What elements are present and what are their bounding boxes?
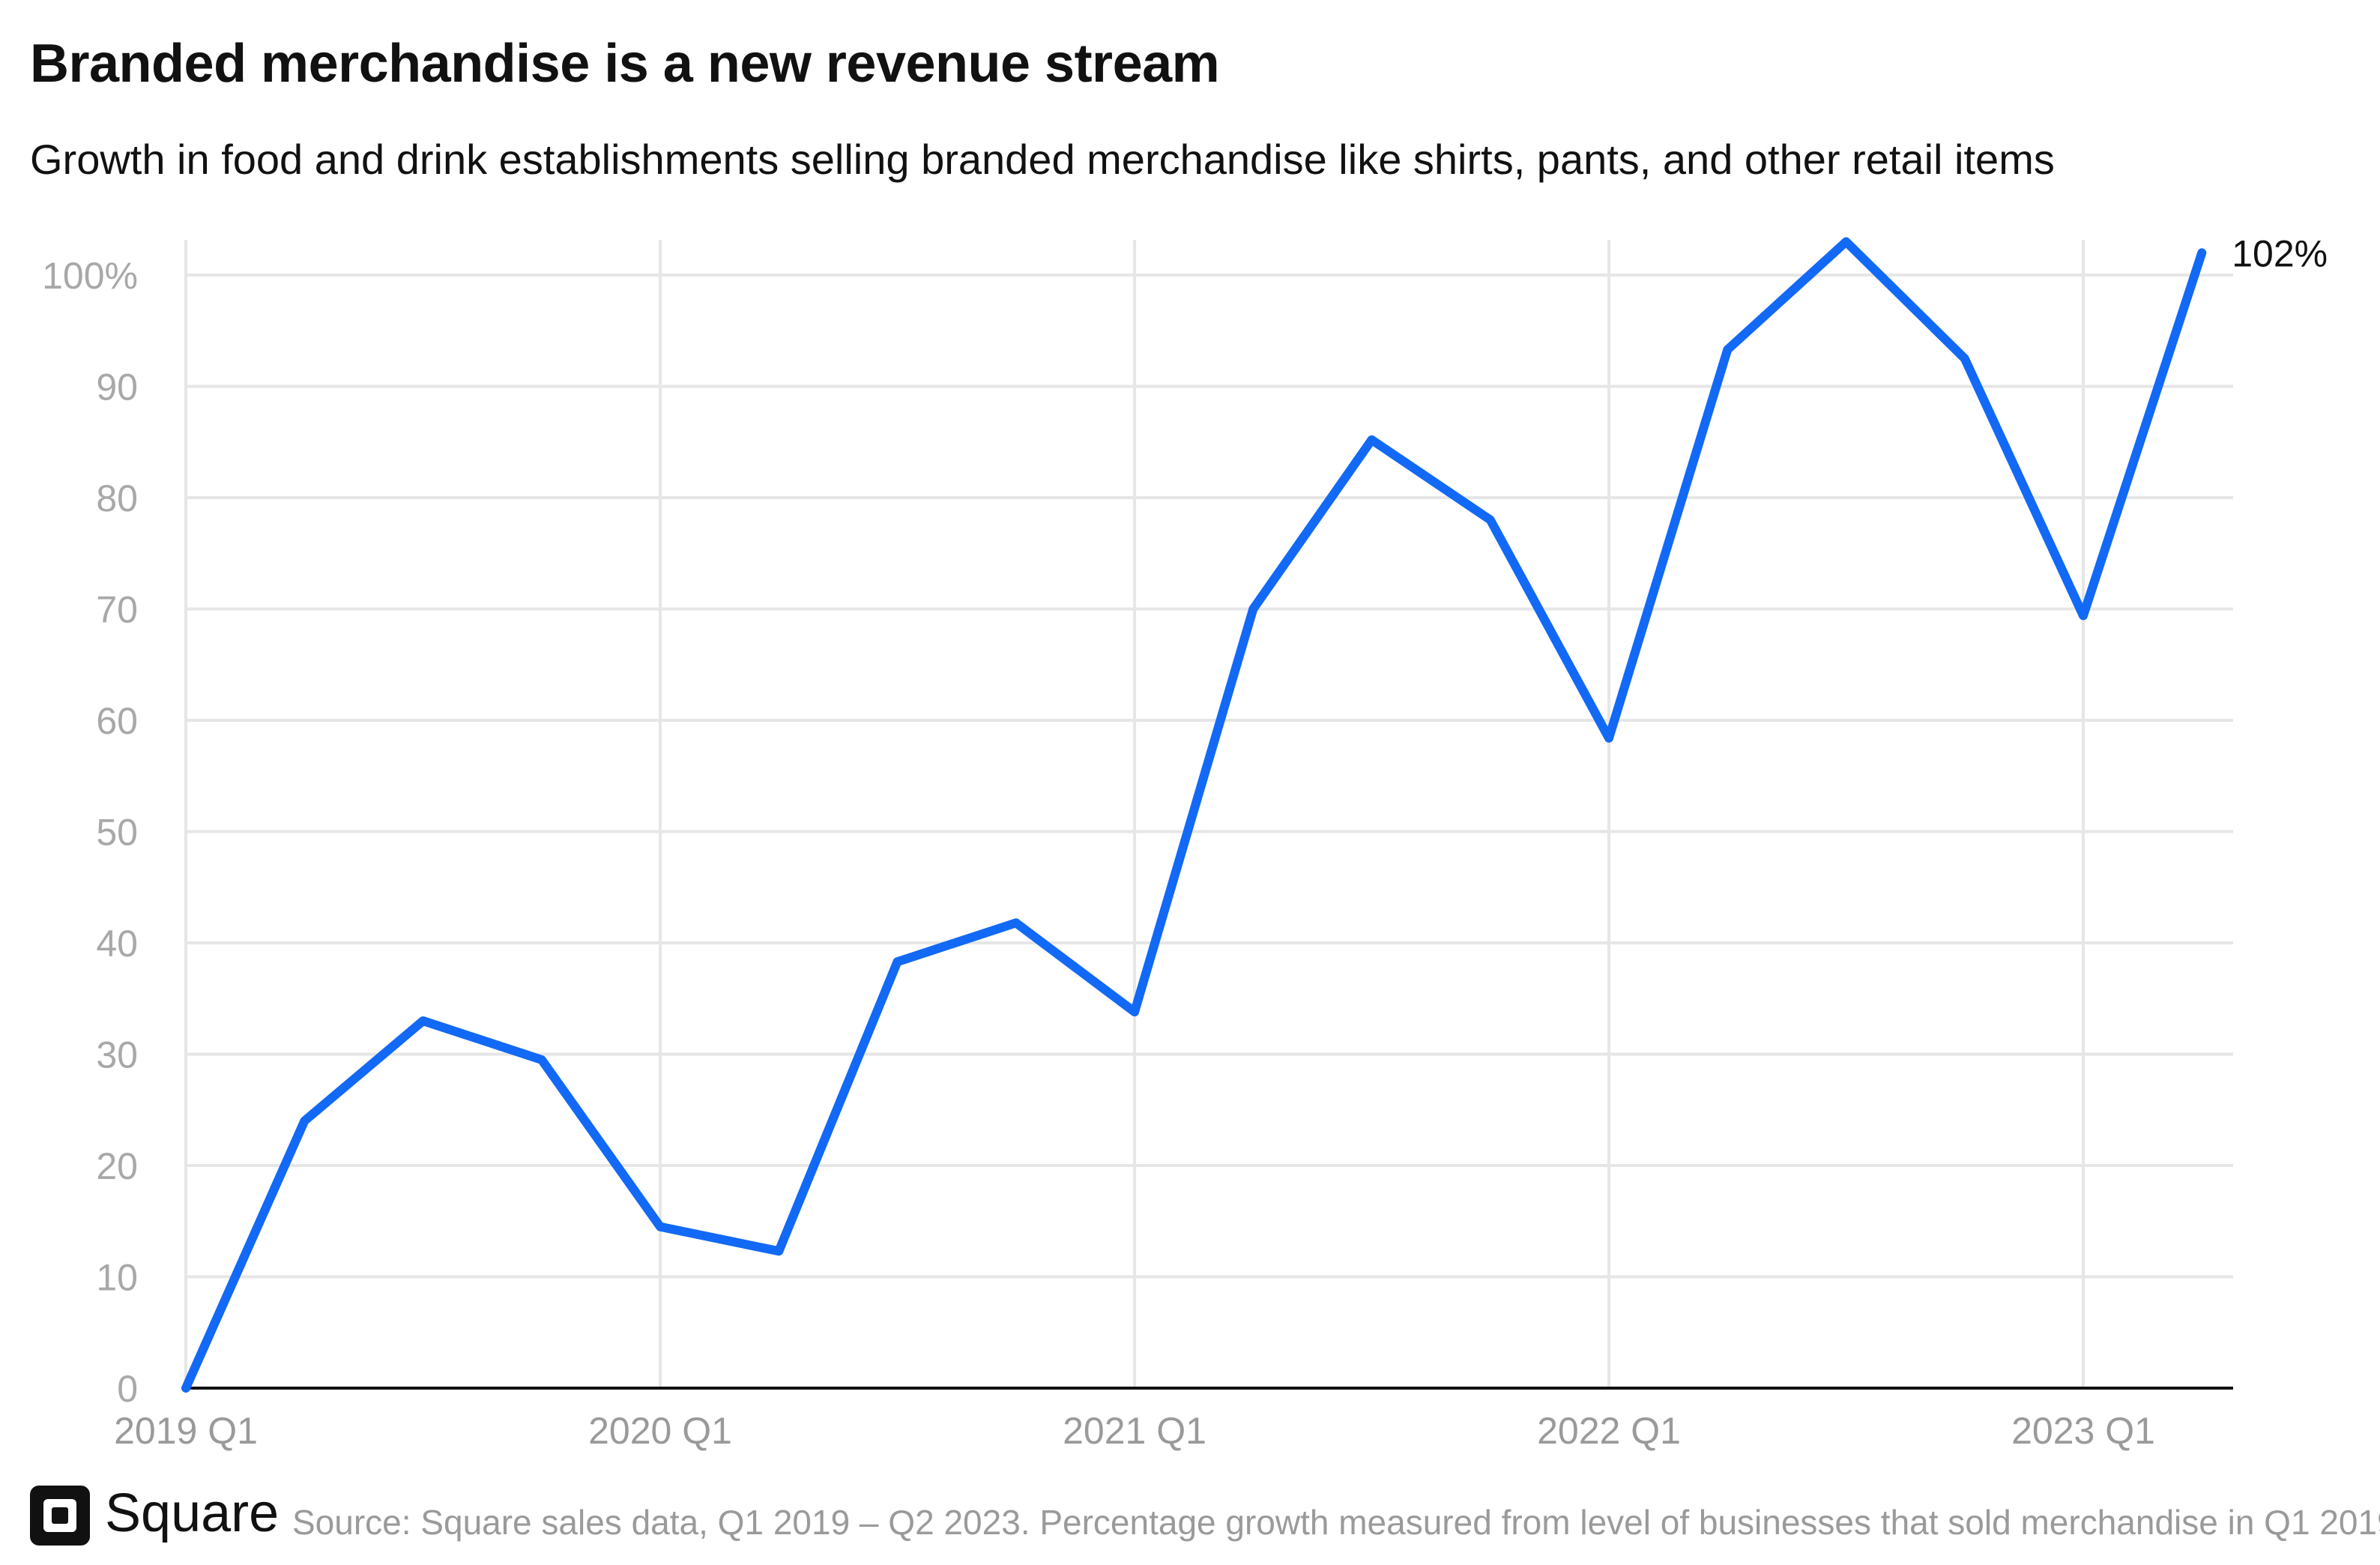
chart-subtitle: Growth in food and drink establishments … [30, 136, 2055, 183]
y-tick-label: 100% [42, 255, 138, 297]
y-tick-label: 40 [96, 923, 138, 965]
data-point [1015, 922, 1017, 924]
x-tick-label: 2021 Q1 [1063, 1410, 1206, 1452]
data-point [1371, 438, 1373, 441]
series-line [181, 237, 2207, 1393]
y-tick-label: 90 [96, 367, 138, 408]
y-tick-label: 0 [117, 1368, 138, 1410]
data-point [2201, 252, 2203, 254]
y-tick-label: 10 [96, 1257, 138, 1299]
data-point [1845, 241, 1847, 243]
source-note: Source: Square sales data, Q1 2019 – Q2 … [292, 1503, 2380, 1542]
y-tick-label: 30 [96, 1034, 138, 1076]
x-tick-label: 2023 Q1 [2011, 1410, 2155, 1452]
data-point [2082, 615, 2084, 617]
y-tick-label: 70 [96, 589, 138, 631]
brand-name: Square [105, 1483, 280, 1543]
y-tick-label: 80 [96, 477, 138, 519]
data-point [896, 961, 898, 963]
chart-title: Branded merchandise is a new revenue str… [30, 34, 1220, 94]
data-point [1134, 1011, 1135, 1013]
y-tick-label: 50 [96, 812, 138, 854]
data-point [659, 1225, 661, 1228]
data-point [1727, 349, 1729, 351]
y-tick-label: 20 [96, 1145, 138, 1187]
data-point [422, 1019, 424, 1022]
data-point [185, 1387, 187, 1389]
data-point [778, 1250, 780, 1252]
data-point [303, 1120, 306, 1122]
y-tick-label: 60 [96, 700, 138, 742]
data-point [1252, 608, 1254, 610]
line-chart: 0 10 20 30 40 50 60 70 80 90 100% 2019 Q1 2020 Q1 202… [42, 232, 2328, 1452]
x-tick-label: 2020 Q1 [588, 1410, 732, 1452]
end-value-label: 102% [2232, 232, 2328, 274]
x-tick-label: 2019 Q1 [114, 1410, 258, 1452]
data-point [1963, 358, 1966, 360]
data-point [540, 1058, 543, 1061]
square-logo-icon [30, 1486, 90, 1546]
data-point [1489, 519, 1491, 521]
x-tick-label: 2022 Q1 [1537, 1410, 1681, 1452]
data-point [1608, 737, 1610, 739]
